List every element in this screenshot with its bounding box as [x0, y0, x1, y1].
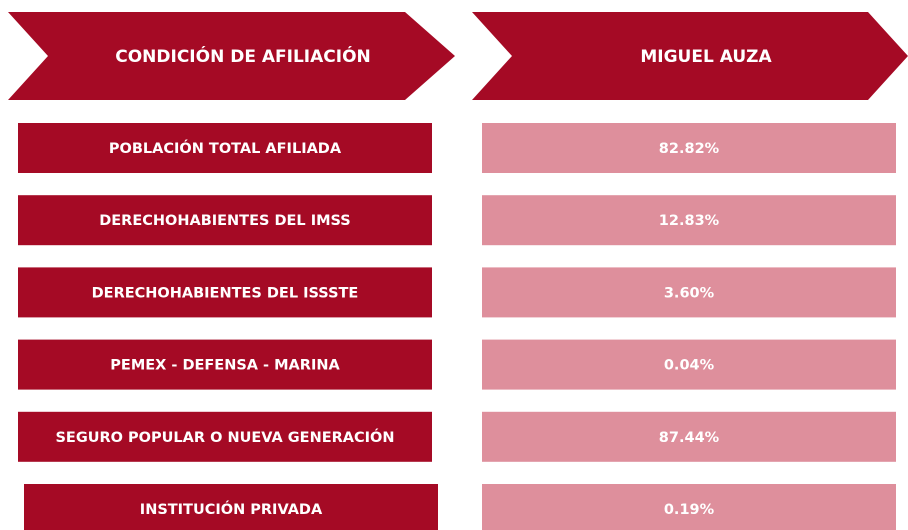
row-value: 3.60%	[664, 285, 715, 301]
row-label: PEMEX - DEFENSA - MARINA	[110, 358, 340, 374]
row-value-box	[482, 123, 896, 173]
row-label: DERECHOHABIENTES DEL IMSS	[99, 213, 351, 229]
row-label: INSTITUCIÓN PRIVADA	[140, 500, 323, 518]
row-label-box	[18, 123, 432, 173]
row-value: 12.83%	[659, 213, 720, 229]
row-value: 82.82%	[659, 141, 720, 157]
header-chevron	[472, 12, 908, 100]
header-label: CONDICIÓN DE AFILIACIÓN	[115, 45, 371, 67]
header-label: MIGUEL AUZA	[640, 47, 772, 67]
row-label: SEGURO POPULAR O NUEVA GENERACIÓN	[55, 428, 394, 446]
row-value-box	[482, 484, 896, 530]
row-label-box	[18, 411, 432, 462]
row-value-box	[482, 267, 896, 318]
row-value-box	[482, 339, 896, 390]
row-label-box	[18, 339, 432, 390]
row-label-box	[18, 267, 432, 318]
row-label-box	[18, 195, 432, 246]
row-label-box	[24, 484, 438, 530]
row-value: 87.44%	[659, 430, 720, 446]
row-value: 0.19%	[664, 502, 715, 518]
row-value-box	[482, 195, 896, 246]
row-value-box	[482, 411, 896, 462]
row-label: POBLACIÓN TOTAL AFILIADA	[109, 139, 342, 157]
header-chevron	[8, 12, 455, 100]
row-label: DERECHOHABIENTES DEL ISSSTE	[92, 285, 359, 301]
row-value: 0.04%	[664, 358, 715, 374]
